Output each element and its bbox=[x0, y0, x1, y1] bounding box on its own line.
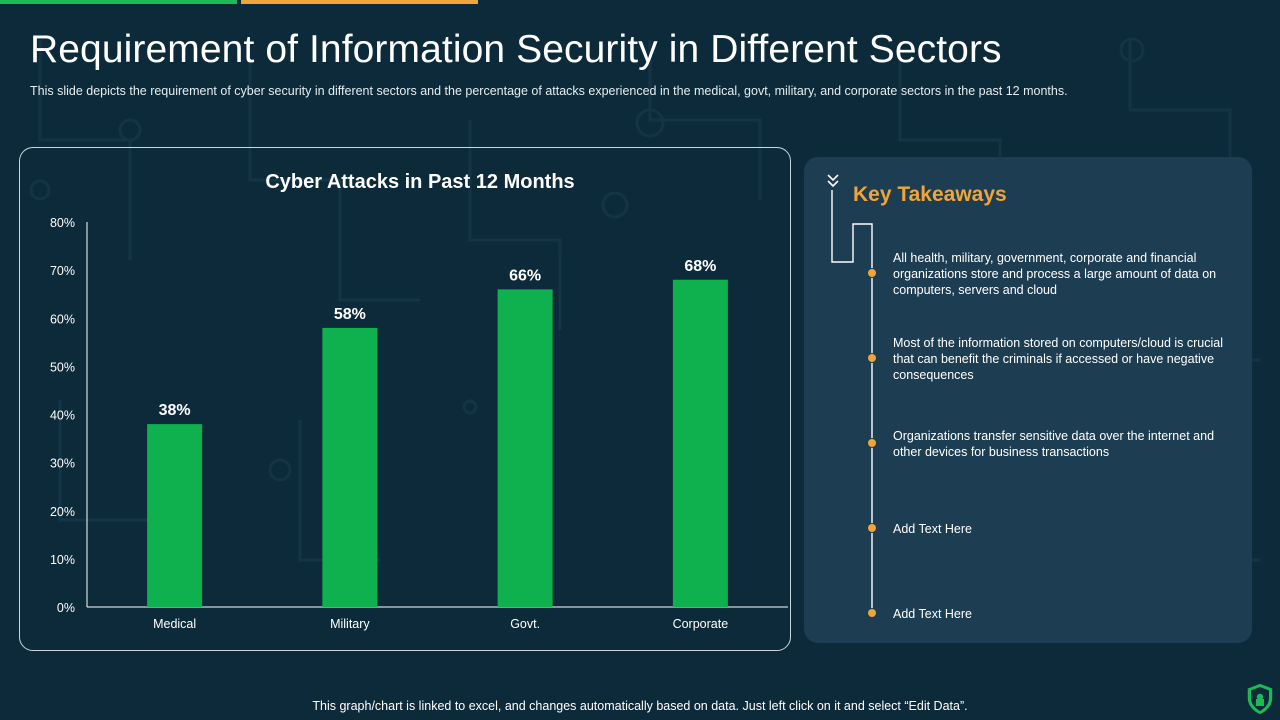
double-chevron-down-icon bbox=[827, 174, 839, 188]
y-tick-label: 10% bbox=[50, 553, 75, 567]
x-tick-label: Medical bbox=[153, 617, 196, 631]
bar-value-label: 66% bbox=[509, 267, 541, 284]
y-tick-label: 0% bbox=[57, 601, 75, 615]
takeaway-item: All health, military, government, corpor… bbox=[893, 251, 1217, 297]
takeaway-item: Organizations transfer sensitive data ov… bbox=[893, 429, 1215, 459]
top-accent-orange bbox=[241, 0, 478, 4]
y-tick-label: 50% bbox=[50, 360, 75, 374]
takeaway-bullet bbox=[868, 609, 876, 617]
bar-military bbox=[322, 327, 378, 607]
bar-corporate bbox=[672, 279, 728, 607]
key-takeaways-panel bbox=[804, 157, 1252, 643]
chart-title: Cyber Attacks in Past 12 Months bbox=[265, 171, 574, 193]
bar-medical bbox=[147, 424, 203, 607]
bar-value-label: 58% bbox=[334, 306, 366, 323]
top-accent-green bbox=[0, 0, 237, 4]
y-tick-label: 20% bbox=[50, 505, 75, 519]
takeaway-bullet bbox=[868, 524, 876, 532]
takeaways-connector-line bbox=[831, 190, 873, 614]
y-tick-label: 80% bbox=[50, 216, 75, 230]
takeaway-item: Most of the information stored on comput… bbox=[893, 336, 1224, 382]
takeaway-bullet bbox=[868, 439, 876, 447]
page-subtitle: This slide depicts the requirement of cy… bbox=[30, 84, 1068, 98]
takeaway-item: Add Text Here bbox=[893, 522, 972, 536]
y-tick-label: 30% bbox=[50, 457, 75, 471]
y-tick-label: 70% bbox=[50, 264, 75, 278]
shield-lock-icon bbox=[1246, 682, 1274, 716]
chart-panel: Cyber Attacks in Past 12 Months 0% 10% 20% 3… bbox=[19, 147, 791, 651]
footer-note: This graph/chart is linked to excel, and… bbox=[312, 699, 968, 713]
bar-chart[interactable]: Cyber Attacks in Past 12 Months 0% 10% 20% 3… bbox=[20, 148, 792, 652]
bar-value-label: 38% bbox=[159, 402, 191, 419]
takeaway-item: Add Text Here bbox=[893, 607, 972, 621]
y-tick-label: 40% bbox=[50, 409, 75, 423]
y-tick-label: 60% bbox=[50, 312, 75, 326]
takeaway-bullet bbox=[868, 354, 876, 362]
key-takeaways-title: Key Takeaways bbox=[853, 183, 1007, 206]
page-title: Requirement of Information Security in D… bbox=[30, 28, 1002, 71]
bar-govt bbox=[497, 289, 553, 607]
bar-value-label: 68% bbox=[684, 258, 716, 275]
x-tick-label: Military bbox=[330, 617, 370, 631]
takeaway-bullet bbox=[868, 269, 876, 277]
x-tick-label: Corporate bbox=[673, 617, 729, 631]
x-tick-label: Govt. bbox=[510, 617, 540, 631]
